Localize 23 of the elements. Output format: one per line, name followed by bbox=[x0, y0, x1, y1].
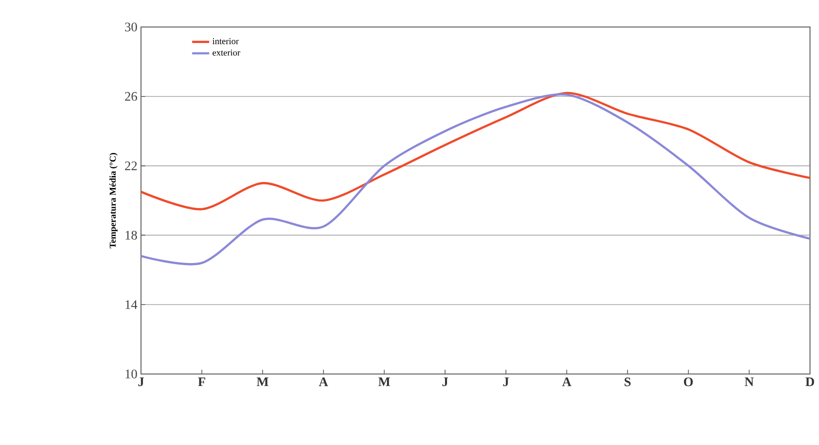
x-tick-label: O bbox=[684, 378, 693, 386]
y-tick-label: 26 bbox=[125, 92, 138, 101]
line-series bbox=[141, 92, 810, 210]
x-tick-label: J bbox=[138, 378, 144, 386]
x-tick-label: S bbox=[624, 378, 631, 386]
x-tick-label: F bbox=[198, 378, 206, 386]
y-tick-label: 10 bbox=[126, 370, 137, 378]
line-series bbox=[141, 93, 810, 266]
x-tick-label: J bbox=[503, 378, 509, 386]
x-tick-label: N bbox=[744, 378, 754, 386]
x-tick-label: M bbox=[256, 378, 268, 386]
y-axis-title: Temperatura Média (°C) bbox=[109, 153, 118, 248]
y-tick-label: 30 bbox=[125, 22, 137, 32]
legend-label: exterior bbox=[212, 50, 240, 56]
x-tick-label: A bbox=[562, 378, 572, 386]
legend-label: interior bbox=[212, 38, 239, 44]
y-tick-label: 14 bbox=[126, 300, 138, 309]
y-tick-label: 18 bbox=[126, 230, 137, 240]
x-tick-label: J bbox=[442, 378, 448, 386]
x-tick-label: A bbox=[318, 378, 328, 386]
x-tick-label: D bbox=[806, 378, 814, 386]
x-tick-label: M bbox=[378, 378, 390, 386]
y-tick-label: 22 bbox=[125, 161, 137, 170]
